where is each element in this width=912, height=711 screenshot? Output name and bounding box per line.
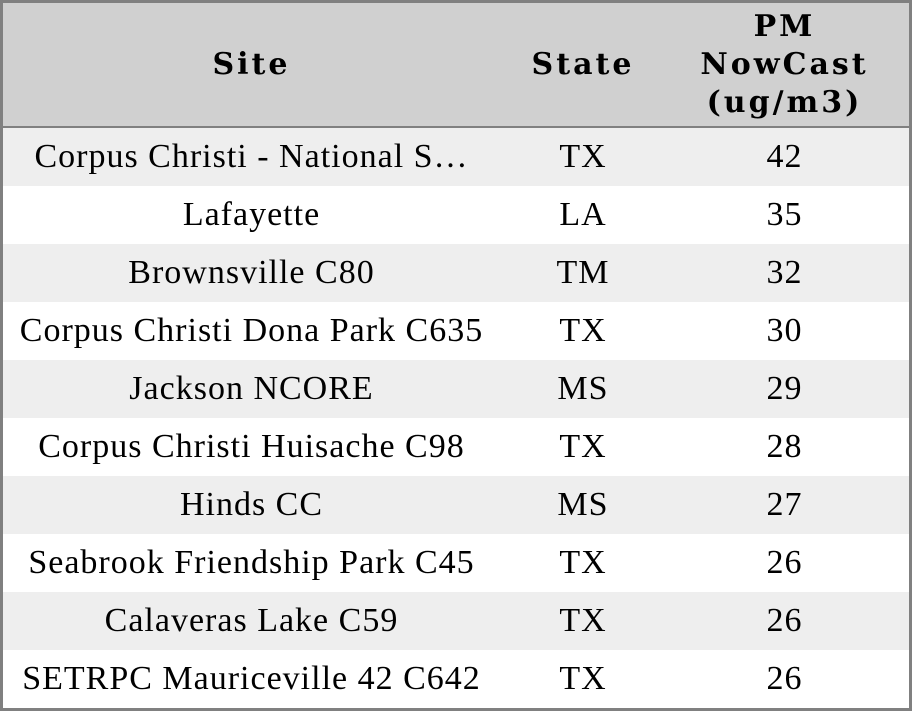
- table-row: Brownsville C80 TM 32: [3, 244, 909, 302]
- pm-value-cell: 30: [766, 312, 803, 349]
- table-row: Corpus Christi Huisache C98 TX 28: [3, 418, 909, 476]
- state-cell: TX: [559, 138, 607, 175]
- state-cell: TX: [559, 602, 607, 639]
- state-cell: TM: [556, 254, 610, 291]
- pm-header-line-1: PM: [753, 8, 816, 44]
- site-cell: Corpus Christi Huisache C98: [38, 428, 465, 465]
- state-cell: TX: [559, 428, 607, 465]
- table-row: Seabrook Friendship Park C45 TX 26: [3, 534, 909, 592]
- state-cell: MS: [557, 370, 609, 407]
- state-cell: TX: [559, 312, 607, 349]
- pm-value-cell: 29: [766, 370, 803, 407]
- pm-value-cell: 27: [766, 486, 803, 523]
- site-cell: Lafayette: [182, 196, 321, 233]
- table-row: SETRPC Mauriceville 42 C642 TX 26: [3, 650, 909, 708]
- site-cell: Jackson NCORE: [129, 370, 374, 407]
- site-cell: Hinds CC: [179, 486, 324, 523]
- state-cell: MS: [557, 486, 609, 523]
- pm-header-line-3: (ug/m3): [706, 84, 863, 120]
- site-cell: Seabrook Friendship Park C45: [28, 544, 475, 581]
- site-cell: SETRPC Mauriceville 42 C642: [22, 660, 481, 697]
- pm-value-cell: 26: [766, 602, 803, 639]
- state-cell: LA: [559, 196, 607, 233]
- table-body: Corpus Christi - National S… TX 42 Lafay…: [3, 128, 909, 708]
- state-cell: TX: [559, 660, 607, 697]
- state-cell: TX: [559, 544, 607, 581]
- site-cell: Calaveras Lake C59: [104, 602, 399, 639]
- pm-header-line-2: NowCast: [700, 46, 869, 82]
- column-header-site[interactable]: Site: [212, 47, 291, 82]
- pm-value-cell: 32: [766, 254, 803, 291]
- pm-value-cell: 26: [766, 544, 803, 581]
- pm-value-cell: 35: [766, 196, 803, 233]
- table-header-row: Site State PM NowCast (ug/m3): [3, 3, 909, 128]
- table-row: Jackson NCORE MS 29: [3, 360, 909, 418]
- site-cell: Corpus Christi - National S…: [34, 138, 469, 175]
- table-row: Corpus Christi Dona Park C635 TX 30: [3, 302, 909, 360]
- site-cell: Corpus Christi Dona Park C635: [19, 312, 484, 349]
- column-header-state[interactable]: State: [531, 47, 635, 82]
- table-row: Corpus Christi - National S… TX 42: [3, 128, 909, 186]
- table-row: Calaveras Lake C59 TX 26: [3, 592, 909, 650]
- table-row: Lafayette LA 35: [3, 186, 909, 244]
- table-row: Hinds CC MS 27: [3, 476, 909, 534]
- column-header-pm-nowcast[interactable]: PM NowCast (ug/m3): [666, 8, 903, 122]
- pm-value-cell: 42: [766, 138, 803, 175]
- pm-value-cell: 26: [766, 660, 803, 697]
- pm-value-cell: 28: [766, 428, 803, 465]
- site-cell: Brownsville C80: [128, 254, 375, 291]
